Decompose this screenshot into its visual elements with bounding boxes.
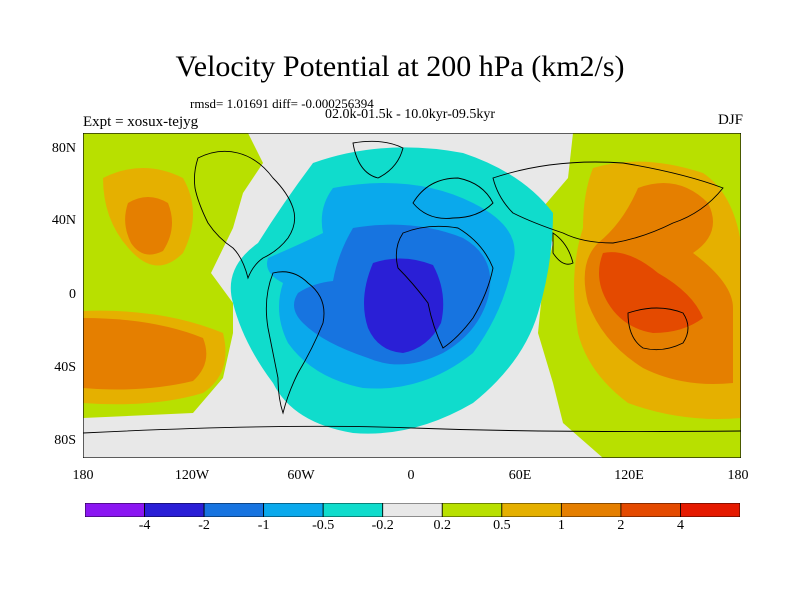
- plot-title: Velocity Potential at 200 hPa (km2/s): [175, 50, 625, 83]
- x-tick-180-right: 180: [727, 468, 749, 483]
- x-tick-180-left: 180: [72, 468, 94, 483]
- coast-asia: [492, 161, 724, 244]
- positive-region-maritime-max: [599, 252, 703, 333]
- x-tick-60W: 60W: [287, 468, 315, 483]
- coast-india: [552, 232, 574, 265]
- time-range-subtitle: 02.0k-01.5k - 10.0kyr-09.5kyr: [324, 107, 496, 122]
- colorbar-swatch-1: [144, 503, 205, 517]
- velocity-potential-map: [83, 133, 741, 458]
- coast-africa: [395, 225, 494, 349]
- y-tick-40S: 40S: [54, 360, 76, 375]
- coast-greenland: [352, 140, 404, 179]
- colorbar-swatch-6: [441, 503, 503, 517]
- colorbar-label-9: 4: [676, 518, 684, 533]
- coast-antarctica: [83, 425, 741, 434]
- x-tick-120W: 120W: [174, 468, 210, 483]
- colorbar-swatch-0: [85, 503, 145, 517]
- colorbar-swatch-9: [620, 503, 681, 517]
- x-tick-0: 0: [407, 468, 415, 483]
- x-tick-120E: 120E: [614, 468, 644, 483]
- colorbar-label-3: -0.5: [312, 518, 335, 533]
- colorbar-label-4: -0.2: [371, 518, 394, 533]
- colorbar-label-1: -2: [198, 518, 210, 533]
- experiment-label: Expt = xosux-tejyg: [83, 114, 199, 130]
- y-tick-40N: 40N: [51, 213, 76, 228]
- colorbar-swatch-7: [501, 503, 562, 517]
- colorbar-label-2: -1: [257, 518, 270, 533]
- colorbar-swatch-10: [680, 503, 740, 517]
- stats-text: rmsd= 1.01691 diff= -0.000256394: [190, 96, 374, 111]
- negative-region-core: [364, 258, 444, 353]
- positive-region-nw-core: [125, 197, 172, 255]
- colorbar-swatch-4: [322, 503, 384, 517]
- colorbar-label-5: 0.2: [433, 518, 452, 533]
- coast-north-america: [193, 150, 296, 280]
- coast-europe: [412, 177, 494, 219]
- y-tick-0: 0: [69, 287, 76, 302]
- y-tick-80S: 80S: [54, 433, 76, 448]
- colorbar: [85, 503, 740, 517]
- colorbar-swatch-5: [382, 503, 443, 517]
- coast-australia: [627, 307, 689, 351]
- season-label: DJF: [717, 112, 743, 128]
- positive-region-sw-core: [83, 318, 207, 390]
- y-tick-80N: 80N: [51, 141, 76, 156]
- colorbar-label-8: 2: [617, 518, 625, 533]
- colorbar-swatch-2: [203, 503, 265, 517]
- x-tick-60E: 60E: [508, 468, 532, 483]
- colorbar-label-7: 1: [557, 518, 565, 533]
- colorbar-label-6: 0.5: [493, 518, 511, 533]
- colorbar-swatch-3: [263, 503, 324, 517]
- coast-south-america: [265, 271, 325, 415]
- colorbar-label-0: -4: [138, 518, 151, 533]
- colorbar-swatch-8: [560, 503, 622, 517]
- coastlines: [83, 140, 741, 434]
